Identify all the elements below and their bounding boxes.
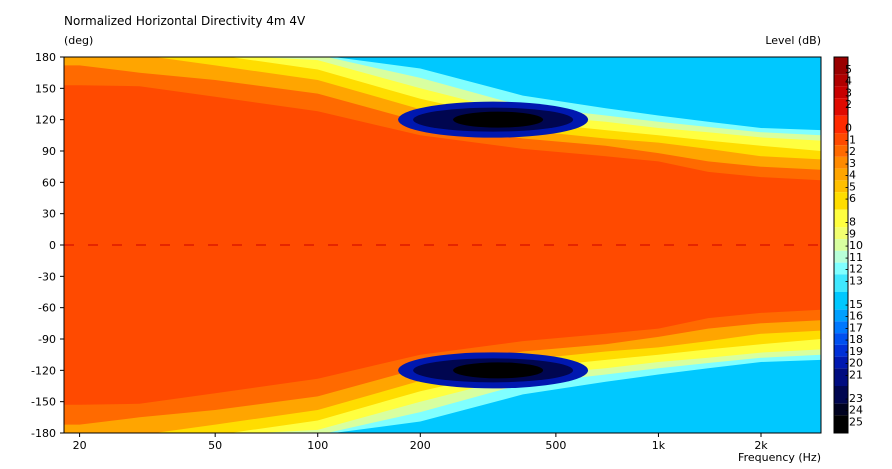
colorbar-tick-label: -12 bbox=[845, 263, 863, 276]
x-axis: 20 50 100 200 500 1k 2k bbox=[73, 433, 768, 452]
contour-band bbox=[333, 57, 821, 131]
colorbar-swatch bbox=[834, 133, 848, 146]
y-tick-label: -90 bbox=[38, 333, 56, 346]
colorbar-swatch bbox=[834, 292, 848, 310]
colorbar-swatch bbox=[834, 415, 848, 433]
colorbar-swatch bbox=[834, 250, 848, 263]
colorbar-tick-label: -15 bbox=[845, 298, 863, 311]
colorbar-tick-label: 3 bbox=[845, 86, 852, 99]
colorbar-swatch bbox=[834, 180, 848, 193]
colorbar-tick-label: -3 bbox=[845, 157, 856, 170]
colorbar-swatch bbox=[834, 86, 848, 99]
colorbar-tick-label: -2 bbox=[845, 145, 856, 158]
colorbar-tick-label: -20 bbox=[845, 357, 863, 370]
y-tick-label: -60 bbox=[38, 302, 56, 315]
colorbar-tick-label: -17 bbox=[845, 321, 863, 334]
minimum-marker bbox=[453, 111, 544, 128]
y-tick-label: 90 bbox=[42, 145, 56, 158]
colorbar-swatch bbox=[834, 74, 848, 87]
colorbar-swatch bbox=[834, 333, 848, 345]
y-tick-label: 120 bbox=[35, 114, 56, 127]
colorbar-tick-label: 0 bbox=[845, 122, 852, 135]
colorbar-tick-label: -25 bbox=[845, 415, 863, 428]
x-tick-label: 1k bbox=[652, 439, 666, 452]
y-axis-label: (deg) bbox=[64, 34, 93, 47]
x-tick-label: 50 bbox=[208, 439, 222, 452]
colorbar-tick-label: -18 bbox=[845, 333, 863, 346]
chart-title: Normalized Horizontal Directivity 4m 4V bbox=[64, 14, 306, 28]
colorbar-tick-label: -4 bbox=[845, 169, 856, 182]
colorbar-tick-label: -8 bbox=[845, 216, 856, 229]
contour-plot-area bbox=[64, 57, 821, 433]
colorbar-tick-label: -9 bbox=[845, 227, 856, 240]
colorbar-swatch bbox=[834, 98, 848, 116]
x-axis-label: Frequency (Hz) bbox=[738, 451, 821, 464]
colorbar-tick-label: -1 bbox=[845, 133, 856, 146]
colorbar-swatch bbox=[834, 309, 848, 322]
colorbar-swatch bbox=[834, 115, 848, 134]
colorbar-swatch bbox=[834, 262, 848, 275]
colorbar-tick-label: -19 bbox=[845, 345, 863, 358]
colorbar-swatch bbox=[834, 356, 848, 369]
colorbar-tick-label: -11 bbox=[845, 251, 863, 264]
y-tick-label: 60 bbox=[42, 176, 56, 189]
colorbar-swatch bbox=[834, 192, 848, 210]
colorbar-tick-label: -10 bbox=[845, 239, 863, 252]
y-tick-label: 150 bbox=[35, 82, 56, 95]
y-tick-label: 0 bbox=[49, 239, 56, 252]
colorbar-tick-label: 5 bbox=[845, 63, 852, 76]
y-tick-label: 180 bbox=[35, 51, 56, 64]
contour-band bbox=[333, 359, 821, 433]
colorbar-swatch bbox=[834, 227, 848, 240]
colorbar-frame bbox=[833, 56, 849, 434]
colorbar-swatch bbox=[834, 274, 848, 292]
colorbar-tick-label: -5 bbox=[845, 180, 856, 193]
colorbar-swatch bbox=[834, 386, 848, 404]
y-tick-label: -30 bbox=[38, 270, 56, 283]
colorbar: 54320-1-2-3-4-5-6-8-9-10-11-12-13-15-16-… bbox=[833, 56, 863, 434]
minimum-marker bbox=[453, 362, 544, 379]
colorbar-tick-label: -6 bbox=[845, 192, 856, 205]
colorbar-swatch bbox=[834, 344, 848, 357]
colorbar-swatch bbox=[834, 156, 848, 169]
colorbar-swatch bbox=[834, 368, 848, 386]
colorbar-swatch bbox=[834, 403, 848, 416]
colorbar-tick-label: -13 bbox=[845, 274, 863, 287]
y-tick-label: -180 bbox=[31, 427, 56, 440]
colorbar-swatch bbox=[834, 209, 848, 228]
colorbar-tick-label: 4 bbox=[845, 75, 852, 88]
x-tick-label: 100 bbox=[307, 439, 328, 452]
y-tick-label: -150 bbox=[31, 396, 56, 409]
colorbar-tick-label: -16 bbox=[845, 310, 863, 323]
x-tick-label: 500 bbox=[545, 439, 566, 452]
colorbar-tick-label: -23 bbox=[845, 392, 863, 405]
y-axis: 180 150 120 90 60 30 0 -30 -60 -90 -120 -150 -180 bbox=[31, 51, 64, 440]
x-tick-label: 20 bbox=[73, 439, 87, 452]
colorbar-swatch bbox=[834, 145, 848, 157]
y-tick-label: -120 bbox=[31, 364, 56, 377]
x-tick-label: 200 bbox=[410, 439, 431, 452]
colorbar-label: Level (dB) bbox=[765, 34, 821, 47]
colorbar-swatch bbox=[834, 168, 848, 181]
colorbar-swatch bbox=[834, 321, 848, 334]
colorbar-tick-label: 2 bbox=[845, 98, 852, 111]
colorbar-tick-label: -24 bbox=[845, 404, 863, 417]
colorbar-swatch bbox=[834, 239, 848, 251]
colorbar-tick-label: -21 bbox=[845, 368, 863, 381]
x-tick-label: 2k bbox=[754, 439, 768, 452]
colorbar-swatch bbox=[834, 57, 848, 75]
y-tick-label: 30 bbox=[42, 208, 56, 221]
